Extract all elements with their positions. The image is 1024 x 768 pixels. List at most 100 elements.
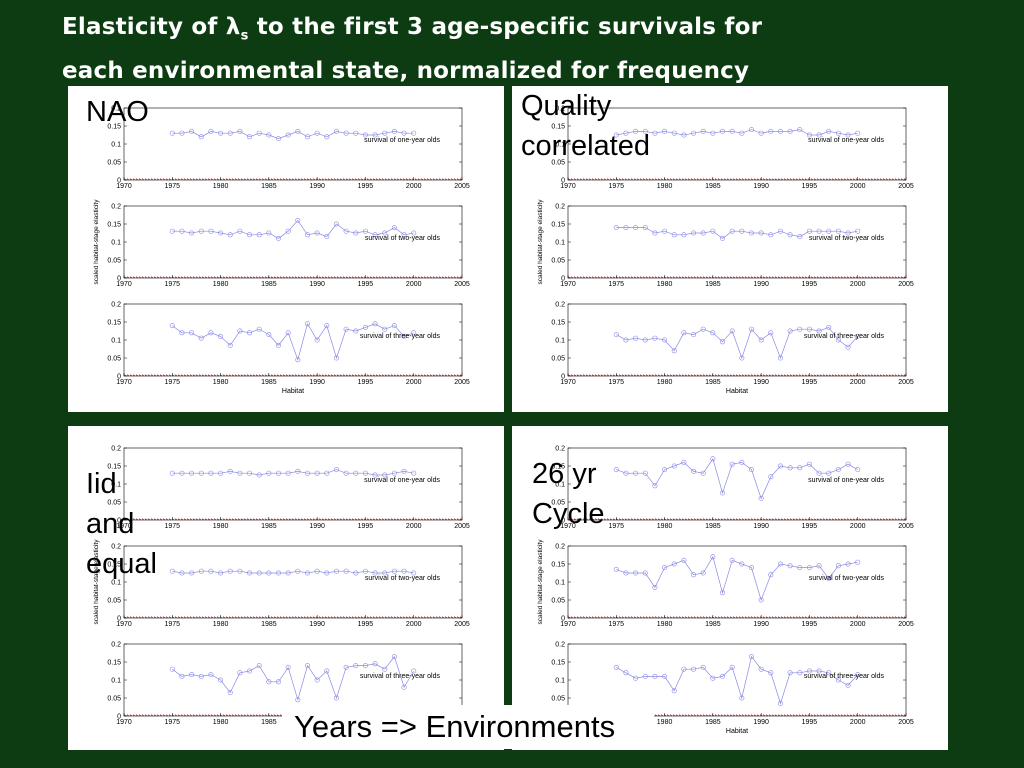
data-point: [304, 232, 310, 238]
data-point: [652, 584, 658, 590]
data-point: [353, 130, 359, 136]
data-point: [806, 565, 812, 571]
xtick-label: 1990: [309, 621, 325, 628]
data-point: [777, 700, 783, 706]
data-point: [797, 670, 803, 676]
data-point: [855, 467, 861, 473]
data-point: [700, 664, 706, 670]
data-point: [237, 568, 243, 574]
xtick-label: 2005: [898, 719, 914, 726]
ytick-label: 0.15: [107, 222, 121, 229]
data-point: [691, 468, 697, 474]
data-point: [285, 132, 291, 138]
data-point: [353, 570, 359, 576]
data-point: [787, 128, 793, 134]
data-point: [208, 568, 214, 574]
series-line: [616, 227, 858, 239]
axes-box: [567, 303, 907, 377]
xtick-label: 1985: [261, 719, 277, 726]
axes-box: [123, 107, 463, 181]
data-point: [691, 332, 697, 338]
xtick-label: 1995: [802, 379, 818, 386]
data-point: [777, 355, 783, 361]
ytick-label: 0: [561, 518, 565, 525]
subplot-2: 0 0.05 0.1 0.15 0.2 1970 1975 1980 1985 1990 1995 2…: [107, 544, 470, 629]
ytick-label: 0.1: [111, 482, 121, 489]
data-point: [710, 228, 716, 234]
xtick-label: 1980: [657, 183, 673, 190]
data-point: [845, 132, 851, 138]
data-point: [748, 326, 754, 332]
data-point: [324, 234, 330, 240]
data-point: [362, 663, 368, 669]
data-point: [179, 228, 185, 234]
data-point: [343, 470, 349, 476]
xtick-label: 2005: [454, 281, 470, 288]
data-point: [710, 554, 716, 560]
x-axis-label: Habitat: [726, 728, 748, 735]
data-point: [295, 128, 301, 134]
data-point: [777, 561, 783, 567]
data-point: [787, 563, 793, 569]
xtick-label: 1980: [213, 523, 229, 530]
xtick-label: 1970: [560, 379, 576, 386]
data-point: [169, 323, 175, 329]
data-point: [382, 472, 388, 478]
ytick-label: 0.05: [107, 160, 121, 167]
xtick-label: 1990: [309, 281, 325, 288]
data-point: [343, 130, 349, 136]
data-point: [247, 134, 253, 140]
data-point: [227, 468, 233, 474]
data-point: [681, 232, 687, 238]
data-point: [401, 333, 407, 339]
data-point: [787, 328, 793, 334]
ytick-label: 0: [561, 374, 565, 381]
series-line: [616, 655, 858, 705]
xtick-label: 2000: [406, 183, 422, 190]
data-point: [855, 559, 861, 565]
xtick-label: 1990: [753, 281, 769, 288]
ytick-label: 0.1: [555, 482, 565, 489]
data-point: [208, 470, 214, 476]
data-point: [633, 570, 639, 576]
ytick-label: 0: [561, 276, 565, 283]
series-line: [616, 326, 858, 360]
xtick-label: 1990: [753, 379, 769, 386]
ytick-label: 0.05: [107, 598, 121, 605]
data-point: [401, 684, 407, 690]
data-point: [382, 130, 388, 136]
data-point: [826, 228, 832, 234]
series-line: [172, 131, 414, 139]
xtick-label: 1980: [213, 183, 229, 190]
data-point: [324, 134, 330, 140]
data-point: [382, 326, 388, 332]
data-point: [777, 463, 783, 469]
x-axis-label: Habitat: [726, 388, 748, 395]
data-point: [710, 130, 716, 136]
title-line1-before: Elasticity of λ: [62, 14, 241, 40]
data-point: [391, 323, 397, 329]
y-axis-label: scaled habitat-stage elasticity: [93, 199, 100, 285]
data-point: [816, 668, 822, 674]
data-point: [372, 661, 378, 667]
xtick-label: 2000: [850, 379, 866, 386]
xtick-label: 1975: [164, 523, 180, 530]
data-point: [362, 228, 368, 234]
ytick-label: 0.2: [111, 204, 121, 211]
data-point: [710, 330, 716, 336]
xtick-label: 1995: [802, 183, 818, 190]
data-point: [227, 690, 233, 696]
data-point: [169, 228, 175, 234]
data-point: [391, 654, 397, 660]
data-point: [768, 128, 774, 134]
xtick-label: 1980: [657, 621, 673, 628]
data-point: [662, 673, 668, 679]
series-legend: survival of one-year olds: [364, 137, 440, 144]
data-point: [179, 130, 185, 136]
data-point: [720, 490, 726, 496]
data-point: [333, 467, 339, 473]
data-point: [806, 132, 812, 138]
xtick-label: 1975: [608, 379, 624, 386]
data-point: [218, 130, 224, 136]
ytick-label: 0.1: [111, 580, 121, 587]
